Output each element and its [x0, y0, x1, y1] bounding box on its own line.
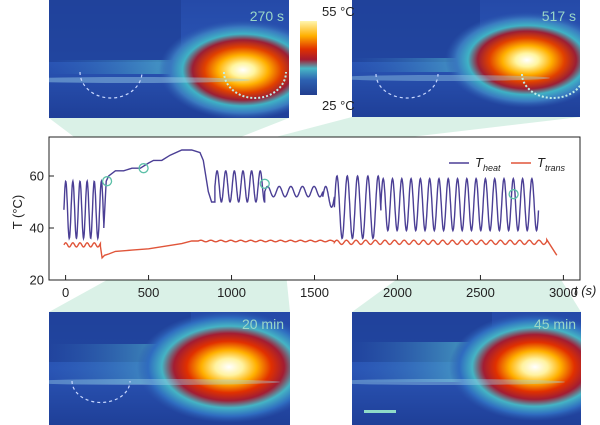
thermal-panel-bottom-left: 20 min [49, 312, 290, 425]
legend: Theat Ttrans [449, 155, 565, 173]
series-line-t-trans [63, 237, 558, 260]
marked-point [101, 176, 113, 187]
marked-point [508, 189, 519, 200]
colorbar-max-label: 55 °C [322, 4, 355, 19]
y-axis-ticks: 20 40 60 [30, 169, 54, 288]
marked-points [101, 163, 519, 200]
x-tick-label: 2500 [466, 285, 495, 300]
x-tick-label: 3000 [549, 285, 578, 300]
thermal-panel-top-left: 270 s [49, 0, 289, 118]
x-axis-ticks: 0 500 1000 1500 2000 2500 3000 [62, 275, 578, 300]
legend-entry: Theat [475, 155, 501, 173]
thermal-panel-top-right: 517 s [352, 0, 580, 117]
plot-area [48, 136, 581, 281]
thermal-panel-bottom-right: 45 min [352, 312, 581, 425]
x-axis-label: t (s) [574, 283, 596, 298]
panel-time-label: 45 min [534, 316, 576, 332]
panel-time-label: 270 s [250, 8, 284, 24]
x-tick-label: 500 [138, 285, 160, 300]
panel-time-label: 20 min [242, 316, 284, 332]
y-tick-label: 20 [30, 273, 44, 288]
plot-lines [63, 149, 558, 260]
legend-entry: Ttrans [537, 155, 565, 173]
x-tick-label: 0 [62, 285, 69, 300]
x-tick-label: 1000 [217, 285, 246, 300]
temperature-chart: 0 500 1000 1500 2000 2500 3000 20 40 60 t (s) T … [10, 136, 596, 300]
colorbar: 55 °C 25 °C [300, 4, 355, 113]
panel-time-label: 517 s [542, 8, 576, 24]
marked-point [259, 178, 270, 189]
series-line-t-heat [63, 149, 540, 242]
x-tick-label: 2000 [383, 285, 412, 300]
y-tick-label: 40 [30, 221, 44, 236]
y-tick-label: 60 [30, 169, 44, 184]
x-tick-label: 1500 [300, 285, 329, 300]
scale-bar [364, 410, 396, 413]
marked-point [138, 163, 149, 174]
y-axis-label: T (°C) [10, 195, 25, 230]
colorbar-gradient [300, 21, 317, 95]
colorbar-min-label: 25 °C [322, 98, 355, 113]
